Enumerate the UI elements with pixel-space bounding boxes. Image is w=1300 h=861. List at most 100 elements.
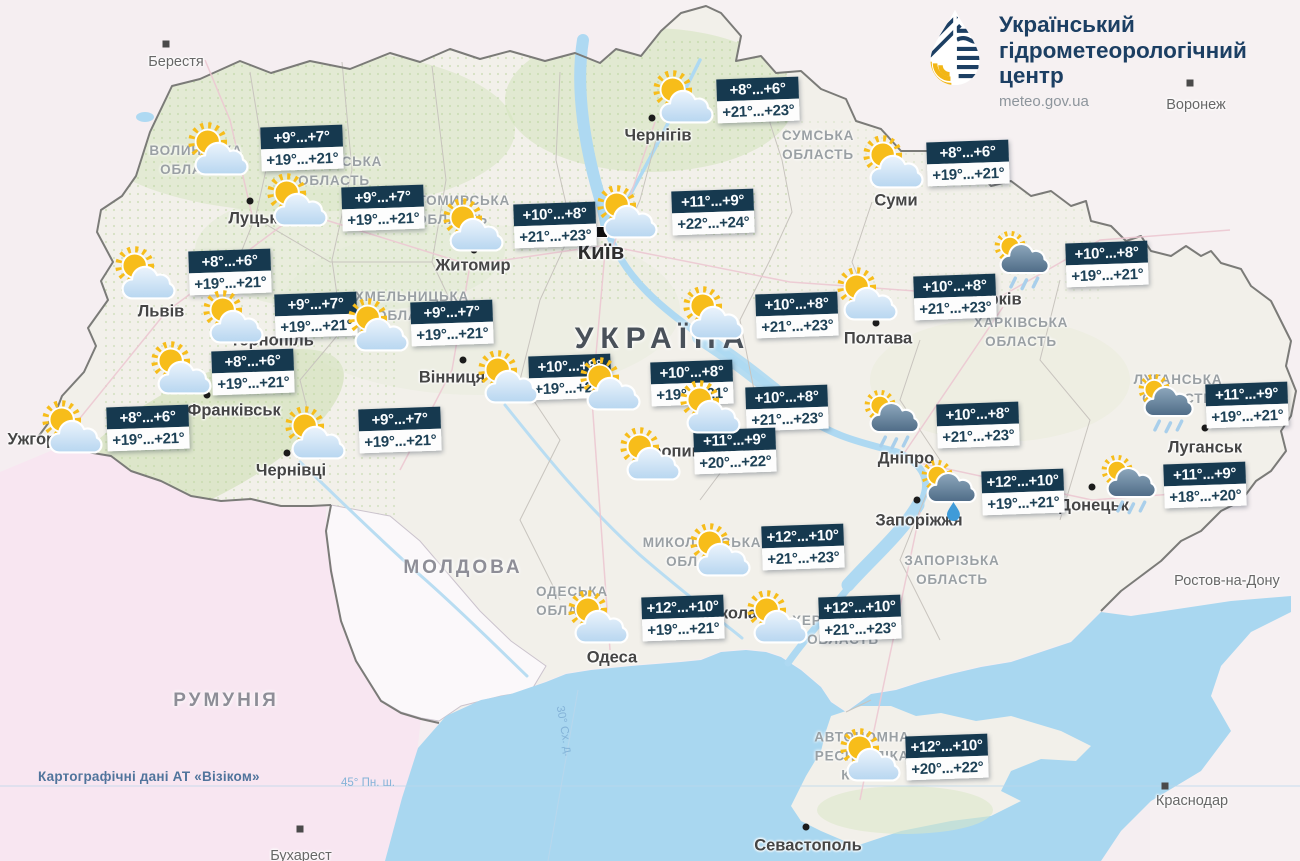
badge-night-temp: +12°...+10° [981,468,1064,494]
badge-night-temp: +10°...+8° [936,401,1019,427]
badge-day-temp: +19°...+21° [342,206,425,232]
city-label: Бухарест [270,848,332,861]
region-label: ХАРКІВСЬКА ОБЛАСТЬ [973,315,1069,349]
city-marker [648,114,656,122]
city-marker [913,496,921,504]
city-label: Луганськ [1167,438,1243,457]
badge-day-temp: +19°...+21° [275,313,358,339]
city-label: Запоріжжя [875,511,963,530]
city-label: Житомир [435,256,511,275]
badge-day-temp: +19°...+21° [189,270,272,296]
weather-badge: +12°...+10° +20°...+22° [905,733,989,781]
badge-day-temp: +19°...+21° [411,321,494,347]
badge-day-temp: +21°...+23° [762,545,845,571]
badge-night-temp: +11°...+9° [1163,461,1246,487]
weather-badge: +8°...+6° +19°...+21° [188,248,272,296]
badge-day-temp: +19°...+21° [651,381,734,407]
badge-night-temp: +10°...+8° [913,273,996,299]
city-label: Дніпро [877,449,935,468]
city-label: Франківськ [187,401,281,420]
badge-night-temp: +11°...+9° [1205,381,1288,407]
badge-day-temp: +19°...+21° [1066,262,1149,288]
badge-day-temp: +21°...+23° [914,295,997,321]
city-marker [872,319,880,327]
city-marker [459,356,467,364]
city-label: Одеса [586,648,638,667]
weather-badge: +10°...+8° +19°...+21° [1065,240,1149,288]
weather-badge: +10°...+8° +21°...+23° [755,291,839,339]
city-marker [1201,424,1209,432]
city-label: Суми [874,191,918,210]
water-drop-logo-icon [930,9,980,86]
badge-night-temp: +8°...+6° [188,248,271,274]
weather-badge: +8°...+6° +19°...+21° [106,404,190,452]
weather-badge: +9°...+7° +19°...+21° [274,291,358,339]
region-label: ВОЛИНСЬКА ОБЛАСТЬ [149,143,243,177]
weather-badge: +12°...+10° +19°...+21° [981,468,1065,516]
badge-day-temp: +21°...+23° [937,423,1020,449]
badge-night-temp: +12°...+10° [641,594,724,620]
country-label: РУМУНІЯ [173,690,279,711]
badge-day-temp: +19°...+21° [1206,403,1289,429]
badge-day-temp: +21°...+23° [514,223,597,249]
badge-night-temp: +8°...+6° [106,404,189,430]
city-marker [296,825,304,833]
city-marker [802,823,810,831]
weather-badge: +11°...+9° +18°...+20° [1163,461,1247,509]
weather-badge: +10°...+8° +19°...+21° [528,353,612,401]
badge-night-temp: +10°...+8° [1065,240,1148,266]
weather-badge: +9°...+7° +19°...+21° [358,406,442,454]
badge-day-temp: +19°...+21° [927,161,1010,187]
badge-night-temp: +11°...+9° [671,188,754,214]
badge-night-temp: +10°...+8° [745,384,828,410]
city-label: Чернівці [255,461,327,480]
badge-day-temp: +21°...+23° [819,616,902,642]
badge-day-temp: +18°...+20° [1164,483,1247,509]
weather-badge: +10°...+8° +21°...+23° [936,401,1020,449]
city-marker [283,449,291,457]
logo-url: meteo.gov.ua [999,92,1089,110]
city-label: Воронеж [1166,97,1226,113]
badge-night-temp: +8°...+6° [211,348,294,374]
badge-day-temp: +19°...+21° [982,490,1065,516]
city-label: Берестя [148,54,204,70]
badge-night-temp: +10°...+8° [755,291,838,317]
city-marker [1161,782,1169,790]
region-label: СУМСЬКА ОБЛАСТЬ [781,128,855,162]
badge-night-temp: +9°...+7° [410,299,493,325]
weather-badge: +8°...+6° +19°...+21° [211,348,295,396]
weather-badge: +12°...+10° +19°...+21° [641,594,725,642]
city-marker [596,226,608,238]
badge-night-temp: +8°...+6° [926,139,1009,165]
weather-badge: +11°...+9° +22°...+24° [671,188,755,236]
weather-badge: +9°...+7° +19°...+21° [260,124,344,172]
weather-badge: +10°...+8° +21°...+23° [513,201,597,249]
badge-night-temp: +9°...+7° [341,184,424,210]
badge-day-temp: +19°...+21° [107,426,190,452]
city-label: Вінниця [418,368,486,387]
weather-badge: +12°...+10° +21°...+23° [818,594,902,642]
city-marker [203,391,211,399]
badge-night-temp: +10°...+8° [528,353,611,379]
city-label: Чернігів [624,126,692,145]
badge-night-temp: +12°...+10° [905,733,988,759]
badge-night-temp: +11°...+9° [693,427,776,453]
weather-badge: +9°...+7° +19°...+21° [410,299,494,347]
badge-day-temp: +20°...+22° [906,755,989,781]
map-attribution: Картографічні дані АТ «Візіком» [38,769,260,784]
logo-title: Український гідрометеорологічний центр [999,12,1247,89]
badge-night-temp: +8°...+6° [716,76,799,102]
weather-badge: +12°...+10° +21°...+23° [761,523,845,571]
badge-day-temp: +22°...+24° [672,210,755,236]
city-label: Севастополь [754,836,862,855]
graticule-label: 45° Пн. ш. [340,777,396,789]
badge-day-temp: +21°...+23° [756,313,839,339]
badge-day-temp: +20°...+22° [694,449,777,475]
country-label: УКРАЇНА [574,322,752,355]
weather-badge: +11°...+9° +19°...+21° [1205,381,1289,429]
badge-night-temp: +10°...+8° [650,359,733,385]
city-label: Краснодар [1155,793,1229,809]
weather-badge: +10°...+8° +19°...+21° [650,359,734,407]
